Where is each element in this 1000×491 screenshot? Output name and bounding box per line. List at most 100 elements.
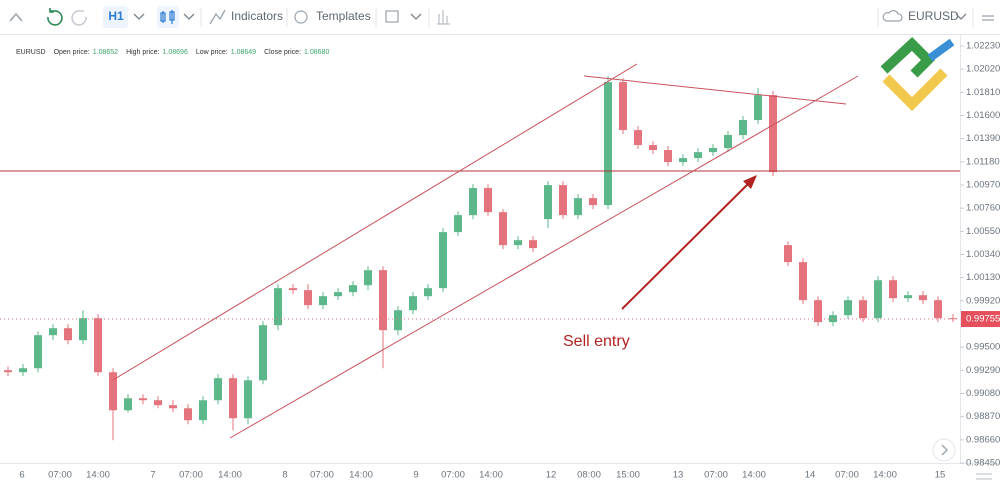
candle-body [319,296,327,306]
candle-icon[interactable] [160,10,175,24]
candle-body [499,212,507,246]
candle-body [604,82,612,206]
x-tick-label: 07:00 [310,470,334,481]
indicators-button[interactable]: Indicators [231,9,283,23]
last-price-box [961,311,1000,328]
templates-button[interactable]: Templates [316,9,371,23]
y-tick-label: 1.01180 [966,156,1000,167]
calendar-icon[interactable] [385,10,399,23]
candle-body [424,288,432,297]
y-tick-label: 0.98660 [966,434,1000,445]
scroll-icon[interactable] [941,444,948,456]
candle-body [349,285,357,293]
candle-body [904,295,912,299]
candle-body [244,380,252,419]
candle-body [934,300,942,319]
collapse-icon[interactable] [9,12,23,22]
candle-body [409,296,417,311]
candle-body [589,198,597,206]
last-price-label: 0.99755 [966,314,1000,325]
candle-body [214,378,222,401]
info-label: Close price: [264,49,301,56]
compare-icon[interactable] [437,10,450,25]
candle-body [64,328,72,341]
candle-body [154,400,162,406]
arrow-shaft [621,181,751,310]
scroll-button[interactable] [932,438,956,462]
undo-icon[interactable] [47,8,63,26]
x-tick-label: 13 [673,470,684,481]
candle-body [799,262,807,301]
candle-body [484,188,492,213]
x-tick-label: 08:00 [577,470,601,481]
candle-body [304,290,312,306]
info-label: Low price: [196,49,228,56]
candle-body [469,188,477,216]
y-tick-label: 1.02230 [966,41,1000,52]
y-tick-label: 1.01390 [966,133,1000,144]
templates-icon[interactable] [294,10,308,24]
candle-body [229,378,237,419]
info-label: High price: [126,49,160,56]
x-tick-label: 07:00 [179,470,203,481]
candle-body [559,185,567,216]
dropdown[interactable] [133,13,145,20]
annotation: Sell entry [563,333,630,350]
settings-icon[interactable] [976,473,992,480]
x-tick-label: 14:00 [218,470,242,481]
candle-body [784,245,792,263]
candle-body [199,400,207,421]
candle-body [439,232,447,289]
info-value: 1.08696 [163,49,188,56]
candle-body [4,370,12,373]
candle-body [379,270,387,331]
channel-lower [229,75,859,439]
candle-body [619,82,627,131]
y-tick-label: 1.00130 [966,272,1000,283]
channel-upper [112,63,638,381]
candle-body [919,295,927,301]
candle-body [679,158,687,163]
y-tick-label: 0.98870 [966,411,1000,422]
y-tick-label: 1.00970 [966,180,1000,191]
candle-body [859,300,867,319]
candle-body [19,368,27,373]
timeframe-button[interactable] [103,6,128,28]
candle-body [124,398,132,411]
info-value: 1.08680 [304,49,329,56]
candle-body [454,215,462,233]
x-tick-label: 14:00 [86,470,110,481]
indicators-icon[interactable] [209,9,226,25]
redo-icon[interactable] [71,10,87,26]
y-tick-label: 0.98450 [966,458,1000,469]
timeframe[interactable]: H1 [108,9,124,23]
resistance-line [583,75,847,105]
info-line: EURUSD Open price: 1.08652 High price: 1.086… [16,49,329,56]
dropdown[interactable] [410,13,422,20]
x-tick-label: 14 [805,470,816,481]
candle-body [634,130,642,146]
y-tick-label: 1.01810 [966,87,1000,98]
candle-body [754,95,762,121]
x-tick-label: 14:00 [742,470,766,481]
candle-body [94,318,102,373]
symbol-button[interactable]: EURUSD [908,9,959,23]
candle-body [49,328,57,336]
candle-body [814,300,822,323]
dropdown[interactable] [183,13,195,20]
candle-body [34,335,42,369]
x-tick-label: 14:00 [479,470,503,481]
candle-body [889,280,897,299]
chart-type-button[interactable] [157,6,179,28]
menu-icon[interactable] [982,15,994,21]
dropdown[interactable] [955,13,967,20]
candle-body [289,288,297,291]
x-tick-label: 07:00 [48,470,72,481]
cloud-icon[interactable] [882,10,903,22]
y-tick-label: 0.99080 [966,388,1000,399]
x-tick-label: 9 [413,470,418,481]
info-symbol: EURUSD [16,49,46,56]
candle-body [184,408,192,421]
x-tick-label: 8 [282,470,287,481]
